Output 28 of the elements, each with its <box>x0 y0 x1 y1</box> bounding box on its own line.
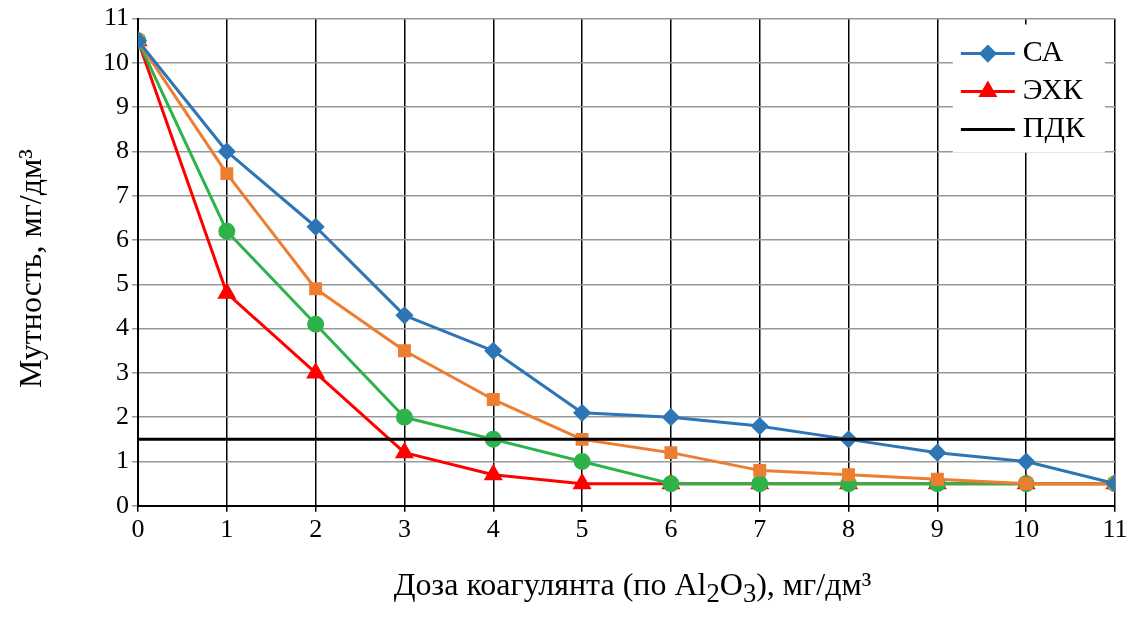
legend-label: ЭХК <box>1022 72 1084 106</box>
y-tick-label: 2 <box>116 401 129 431</box>
y-tick-label: 10 <box>103 46 129 76</box>
x-axis-title: Доза коагулянта (по Al$_{2}$O$_{3}$), мг/дм³ <box>392 566 873 610</box>
y-tick-label: 5 <box>116 268 129 298</box>
y-tick-label: 9 <box>116 91 129 121</box>
x-tick-label: 2 <box>309 514 323 544</box>
x-tick-label: 11 <box>1102 514 1128 544</box>
y-tick-label: 3 <box>116 356 129 386</box>
y-tick-label: 11 <box>103 2 129 32</box>
y-tick-label: 8 <box>116 135 129 165</box>
x-tick-label: 7 <box>753 514 767 544</box>
y-tick-label: 6 <box>116 223 129 253</box>
x-tick-label: 8 <box>842 514 856 544</box>
y-axis-title: Мутность, мг/дм³ <box>11 148 49 390</box>
x-tick-label: 4 <box>486 514 500 544</box>
legend-label: ПДК <box>1022 110 1086 144</box>
y-tick-label: 0 <box>116 489 129 519</box>
x-tick-label: 3 <box>397 514 411 544</box>
x-tick-label: 10 <box>1013 514 1040 544</box>
x-tick-label: 5 <box>575 514 589 544</box>
x-tick-label: 6 <box>664 514 678 544</box>
legend-label: СА <box>1022 34 1064 68</box>
y-tick-label: 1 <box>116 445 129 475</box>
x-tick-label: 1 <box>220 514 234 544</box>
x-tick-label: 9 <box>930 514 944 544</box>
y-tick-label: 4 <box>116 312 129 342</box>
y-tick-label: 7 <box>116 179 129 209</box>
